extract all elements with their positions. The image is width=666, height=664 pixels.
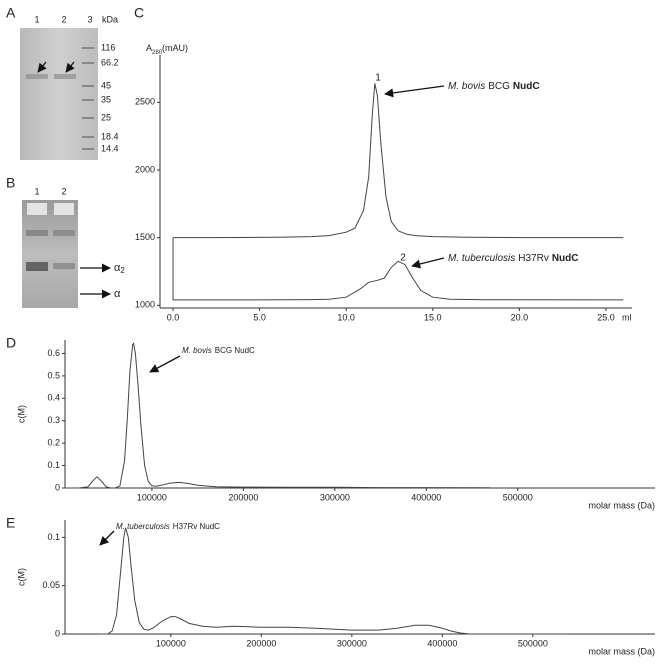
x-tick-label: 15.0	[424, 312, 442, 322]
annotation: M. bovis BCG NudC	[448, 81, 540, 92]
band-symbol: α	[114, 262, 121, 274]
x-tick-label: 5.0	[253, 312, 266, 322]
x-tick-label: 25.0	[597, 312, 615, 322]
x-tick-label: 20.0	[511, 312, 529, 322]
annotation-italic: M. tuberculosis	[448, 253, 515, 264]
y-label-unit: (mAU)	[162, 43, 188, 53]
x-tick-label: 400000	[411, 492, 441, 502]
panel-letter: E	[6, 515, 15, 531]
y-tick-label: 1500	[135, 232, 155, 242]
x-axis-label: molar mass (Da)	[588, 646, 655, 656]
x-tick-label: 0.0	[167, 312, 180, 322]
x-tick-label: 100000	[156, 638, 186, 648]
peak-number: 2	[400, 253, 406, 264]
lane-label: 3	[87, 14, 92, 24]
lane-label: 2	[61, 14, 66, 24]
x-tick-label: 200000	[228, 492, 258, 502]
annotation: M. tuberculosis H37Rv NudC	[116, 522, 220, 531]
trace	[173, 83, 624, 239]
gel-b	[22, 200, 111, 308]
x-tick-label: 10.0	[337, 312, 355, 322]
annotation-italic: M. bovis	[448, 81, 485, 92]
x-axis-label: ml	[622, 312, 632, 322]
lane-label: 1	[34, 186, 39, 196]
y-tick-label: 1000	[135, 300, 155, 310]
y-tick-label: 0.6	[47, 348, 60, 358]
y-tick-label: 0.05	[42, 580, 60, 590]
y-tick-label: 2500	[135, 97, 155, 107]
marker-label: 18.4	[101, 131, 119, 141]
annotation: M. bovis BCG NudC	[182, 346, 255, 355]
y-axis-label: c(M)	[16, 405, 26, 423]
y-label-main: A	[146, 43, 152, 53]
annotation-arrow	[384, 85, 445, 98]
lane-label: 1	[34, 14, 39, 24]
x-axis-label: molar mass (Da)	[588, 500, 655, 510]
annotation-italic: M. bovis	[182, 346, 212, 355]
panel-letter: B	[6, 175, 15, 191]
lane-label: 2	[61, 186, 66, 196]
x-tick-label: 300000	[337, 638, 367, 648]
marker-label: 45	[101, 80, 111, 90]
annotation-italic: M. tuberculosis	[116, 522, 170, 531]
marker-label: 14.4	[101, 143, 119, 153]
marker-label: 35	[101, 94, 111, 104]
trace	[172, 237, 624, 301]
y-tick-label: 0.5	[47, 370, 60, 380]
y-axis-label: c(M)	[16, 568, 26, 586]
x-tick-label: 400000	[427, 638, 457, 648]
y-tick-label: 0.4	[47, 393, 60, 403]
panel-letter: C	[134, 5, 144, 21]
panel-letter: A	[6, 5, 16, 21]
y-tick-label: 2000	[135, 164, 155, 174]
annotation-arrow	[411, 257, 445, 269]
y-tick-label: 0.3	[47, 415, 60, 425]
x-tick-label: 500000	[503, 492, 533, 502]
band-subscript: 2	[120, 266, 125, 275]
y-tick-label: 0	[55, 482, 60, 492]
y-tick-label: 0	[55, 628, 60, 638]
annotation-text: BCG NudC	[215, 346, 255, 355]
marker-label: 116	[101, 42, 115, 52]
x-tick-label: 100000	[137, 492, 167, 502]
y-tick-label: 0.1	[47, 532, 60, 542]
annotation: M. tuberculosis H37Rv NudC	[448, 253, 579, 264]
trace	[65, 342, 491, 489]
x-tick-label: 300000	[320, 492, 350, 502]
band-label: α	[114, 288, 121, 300]
annotation-text: H37Rv NudC	[173, 522, 220, 531]
marker-label: 66.2	[101, 57, 119, 67]
annotation-arrow	[99, 530, 115, 546]
x-tick-label: 200000	[246, 638, 276, 648]
annotation-bold: NudC	[552, 253, 579, 264]
annotation-bold: NudC	[513, 81, 540, 92]
y-label-sub: 280	[152, 50, 163, 56]
marker-label: 25	[101, 112, 111, 122]
annotation-text: H37Rv	[518, 253, 549, 264]
trace	[98, 527, 569, 635]
x-tick-label: 500000	[518, 638, 548, 648]
gel-a	[20, 28, 98, 160]
panel-letter: D	[6, 335, 16, 351]
unit-label: kDa	[102, 14, 118, 24]
annotation-text: BCG	[488, 81, 510, 92]
y-axis-label: A280(mAU)	[146, 43, 188, 55]
peak-number: 1	[375, 73, 381, 84]
annotation-arrow	[149, 355, 181, 373]
y-tick-label: 0.1	[47, 460, 60, 470]
band-label: α2	[114, 262, 125, 275]
y-tick-label: 0.2	[47, 438, 60, 448]
